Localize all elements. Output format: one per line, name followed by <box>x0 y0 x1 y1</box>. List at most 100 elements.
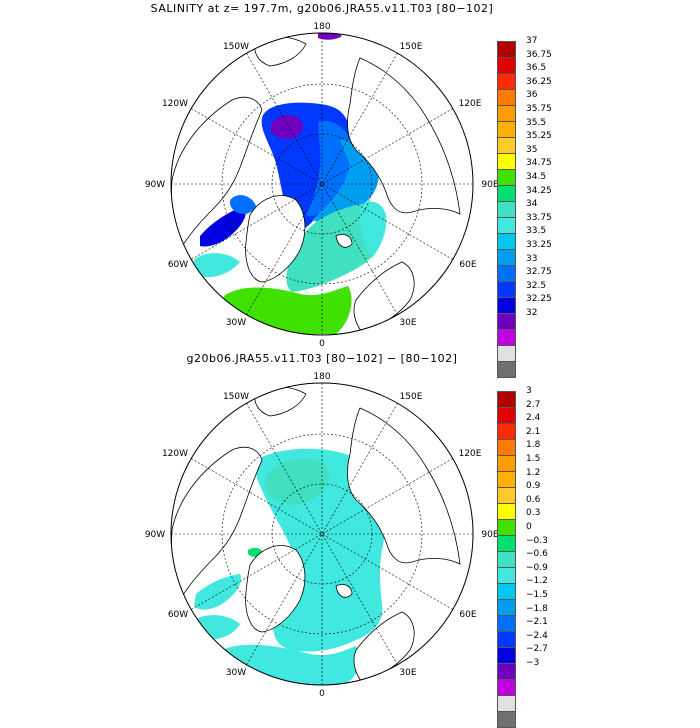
colorbar-label: 32.25 <box>526 294 552 305</box>
map-boundary <box>170 382 474 686</box>
colorbar <box>497 391 516 728</box>
colorbar-swatch <box>497 233 516 250</box>
colorbar-swatch <box>497 73 516 90</box>
land-svalbard <box>335 584 353 598</box>
colorbar-label: 36.75 <box>526 49 552 60</box>
colorbar-label: 32.5 <box>526 280 547 291</box>
land-greenland <box>245 195 306 283</box>
lon-label-150e: 150E <box>400 392 423 402</box>
colorbar-label: 34 <box>526 199 538 210</box>
colorbar-label: 34.75 <box>526 158 552 169</box>
colorbar-label: 36.5 <box>526 63 547 74</box>
colorbar-swatch <box>497 329 516 346</box>
land-alaska <box>254 386 307 417</box>
colorbar-label: 36.25 <box>526 76 552 87</box>
colorbar-label: −0.9 <box>526 562 548 573</box>
colorbar-label: 35 <box>526 144 538 155</box>
field-nordic-seas <box>220 644 360 685</box>
colorbar-swatch <box>497 41 516 58</box>
colorbar-label: 36 <box>526 90 538 101</box>
colorbar-label: 37 <box>526 36 538 46</box>
colorbar-label: 1.2 <box>526 467 541 478</box>
colorbar-label: 35.75 <box>526 104 552 114</box>
colorbar-label: 2.4 <box>526 413 541 424</box>
colorbar-swatch <box>497 105 516 122</box>
colorbar-swatch <box>497 407 516 424</box>
colorbar-swatch <box>497 711 516 728</box>
lon-label-120e: 120E <box>459 99 482 109</box>
colorbar-label: −1.2 <box>526 576 548 587</box>
land-scandinavia <box>353 261 415 333</box>
lon-label-0: 0 <box>319 339 325 349</box>
colorbar-swatch <box>497 551 516 568</box>
colorbar-label: 34.5 <box>526 172 547 182</box>
colorbar-label: 0 <box>526 522 532 532</box>
colorbar-label: 33.25 <box>526 240 552 250</box>
salinity-panel: SALINITY at z= 197.7m, g20b06.JRA55.v11.… <box>0 0 700 378</box>
colorbar-swatch <box>497 169 516 186</box>
colorbar-label: −1.5 <box>526 590 548 600</box>
lon-label-60w: 60W <box>168 260 188 270</box>
colorbar-swatch <box>497 439 516 456</box>
field-baffin <box>200 206 246 247</box>
lon-label-150e: 150E <box>400 42 423 52</box>
colorbar-swatch <box>497 471 516 488</box>
panel-title: g20b06.JRA55.v11.T03 [80−102] − [80−102] <box>186 352 458 365</box>
colorbar-swatch <box>497 599 516 616</box>
colorbar-swatch <box>497 361 516 378</box>
lon-label-60e: 60E <box>459 610 476 620</box>
lon-label-90w: 90W <box>145 530 165 540</box>
lon-label-30w: 30W <box>226 318 246 328</box>
colorbar-label: 35.5 <box>526 117 547 128</box>
lon-label-90e: 90E <box>481 180 498 190</box>
colorbar <box>497 41 516 378</box>
lon-label-30e: 30E <box>399 318 416 328</box>
colorbar-swatch <box>497 519 516 536</box>
graticule <box>171 33 473 335</box>
field-labrador <box>192 253 240 278</box>
colorbar-label: −1.8 <box>526 603 548 614</box>
colorbar-label: 3 <box>526 386 532 396</box>
colorbar-swatch <box>497 583 516 600</box>
lon-label-120w: 120W <box>162 449 188 459</box>
salinity-difference-panel: g20b06.JRA55.v11.T03 [80−102] − [80−102] <box>0 350 700 728</box>
panel-title: SALINITY at z= 197.7m, g20b06.JRA55.v11.… <box>150 2 494 15</box>
lon-label-60e: 60E <box>459 260 476 270</box>
colorbar-swatch <box>497 265 516 282</box>
colorbar-swatch <box>497 615 516 632</box>
field-barents <box>360 201 387 258</box>
colorbar-swatch <box>497 535 516 552</box>
colorbar-swatch <box>497 567 516 584</box>
field-beaufort-anomaly <box>265 458 329 505</box>
colorbar-swatch <box>497 185 516 202</box>
lon-label-180: 180 <box>313 372 330 382</box>
colorbar-swatch <box>497 391 516 408</box>
lon-label-30e: 30E <box>399 668 416 678</box>
colorbar-label: 0.3 <box>526 508 541 519</box>
colorbar-label: 33.5 <box>526 226 547 237</box>
field-hudson <box>229 195 256 214</box>
colorbar-label: 34.25 <box>526 185 552 196</box>
land-scandinavia <box>353 611 415 683</box>
lon-label-90e: 90E <box>481 530 498 540</box>
colorbar-swatch <box>497 423 516 440</box>
colorbar-swatch <box>497 89 516 106</box>
map-boundary <box>170 32 474 336</box>
lon-label-0: 0 <box>319 689 325 699</box>
field-eurasian-basin <box>312 139 379 222</box>
lon-label-180: 180 <box>313 22 330 32</box>
colorbar-label: −2.4 <box>526 630 548 641</box>
polar-map: 180 0 150W 150E 120W 120E 90W 90E 60W 60… <box>145 22 499 349</box>
field-labrador <box>191 615 240 640</box>
colorbar-label: −3 <box>526 658 540 668</box>
colorbar-swatch <box>497 201 516 218</box>
land-masses <box>171 36 461 333</box>
lon-label-60w: 60W <box>168 610 188 620</box>
colorbar-swatch <box>497 153 516 170</box>
colorbar-swatch <box>497 249 516 266</box>
colorbar-label: 2.1 <box>526 426 541 437</box>
colorbar-swatch <box>497 57 516 74</box>
colorbar-label: 1.8 <box>526 440 541 451</box>
land-eurasia <box>347 407 461 565</box>
polar-map: 180 0 150W 150E 120W 120E 90W 90E 60W 60… <box>145 372 499 699</box>
